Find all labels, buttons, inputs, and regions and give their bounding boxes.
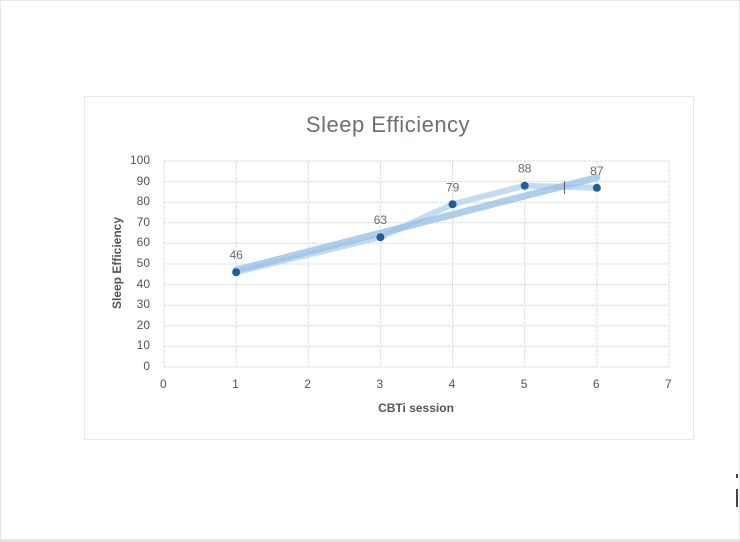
scan-artifact [736, 489, 738, 507]
page-edge [0, 539, 740, 542]
data-point [232, 268, 241, 277]
x-tick-label: 4 [448, 377, 456, 391]
x-tick-label: 3 [376, 377, 384, 391]
data-point [520, 181, 529, 190]
y-tick-label: 60 [136, 235, 150, 250]
chart-area [84, 96, 694, 440]
y-tick-label: 10 [136, 338, 150, 353]
chart-title: Sleep Efficiency [305, 112, 471, 137]
x-tick-label: 1 [232, 377, 239, 391]
data-label: 87 [590, 164, 604, 178]
scan-artifact [736, 474, 738, 478]
x-tick-label: 6 [592, 377, 600, 391]
data-label: 46 [229, 248, 243, 262]
x-tick-label: 0 [160, 377, 167, 391]
y-tick-label: 40 [136, 276, 150, 291]
data-label: 79 [446, 180, 460, 194]
x-tick-label: 7 [665, 377, 672, 391]
y-tick-label: 80 [136, 194, 150, 209]
x-axis-label: CBTi session [378, 401, 454, 415]
data-label: 63 [374, 213, 388, 227]
y-tick-label: 100 [129, 153, 150, 167]
x-tick-label: 2 [304, 377, 311, 391]
data-point [376, 233, 385, 242]
y-tick-label: 90 [136, 173, 150, 188]
y-tick-label: 70 [136, 214, 150, 229]
y-tick-label: 0 [143, 359, 150, 373]
x-tick-label: 5 [520, 377, 528, 391]
y-tick-label: 20 [136, 317, 150, 332]
data-point [448, 200, 457, 209]
data-point [592, 183, 601, 192]
y-tick-label: 50 [136, 256, 150, 270]
y-tick-label: 30 [136, 297, 150, 312]
data-label: 88 [518, 162, 532, 176]
